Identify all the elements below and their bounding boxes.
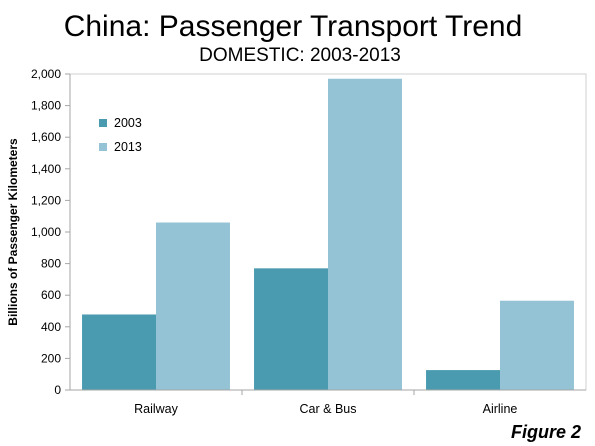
bar-2003-2 [426,370,500,390]
bar-2013-1 [328,78,402,391]
bar-2003-0 [82,314,156,390]
legend: 2003 2013 [99,116,142,154]
y-tick-label: 1,600 [31,130,61,144]
y-axis-label: Billions of Passenger Kilometers [6,138,20,326]
chart-title: China: Passenger Transport Trend [64,10,523,43]
chart-subtitle: DOMESTIC: 2003-2013 [199,45,401,66]
y-axis: 0 200 400 600 800 1,000 1,200 1,400 1,600 1,800 2,… [31,67,70,397]
bar-2013-0 [156,222,230,390]
y-tick-label: 800 [41,257,61,271]
figure-label: Figure 2 [511,422,581,442]
y-tick-label: 400 [41,320,61,334]
y-tick-label: 600 [41,288,61,302]
y-tick-label: 1,800 [31,99,61,113]
legend-label-2013: 2013 [114,140,142,154]
legend-label-2003: 2003 [114,116,142,130]
x-axis: Railway Car & Bus Airline [134,390,517,416]
x-category-label: Airline [483,402,518,416]
x-category-label: Car & Bus [300,402,357,416]
y-tick-label: 1,200 [31,193,61,207]
y-tick-label: 0 [54,383,61,397]
y-tick-label: 1,400 [31,162,61,176]
bar-2013-2 [500,300,574,390]
bar-2003-1 [254,268,328,390]
x-category-label: Railway [134,402,179,416]
legend-swatch-2003 [99,119,107,127]
y-tick-label: 1,000 [31,225,61,239]
legend-swatch-2013 [99,143,107,151]
y-tick-label: 2,000 [31,67,61,81]
bars [82,78,574,391]
y-tick-label: 200 [41,351,61,365]
